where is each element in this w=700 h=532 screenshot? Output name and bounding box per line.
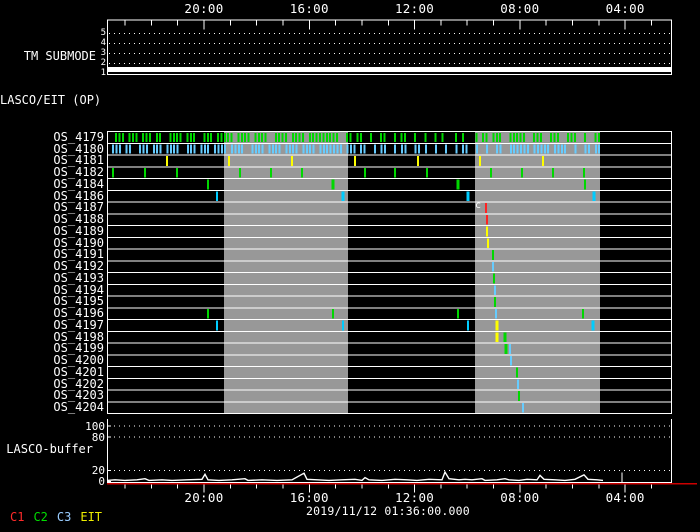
timeline-screen: 20:0016:0012:0008:0004:00 TM SUBMODE 543… [0,0,700,532]
lasco-eit-op-label: LASCO/EIT (OP) [0,94,101,107]
time-label-bottom: 16:00 [279,491,339,505]
tm-submode-ytick: 3 [0,49,106,58]
legend-item-eit: EIT [80,510,102,524]
time-label-top: 20:00 [174,2,234,16]
plot-canvas [0,0,700,532]
buffer-ytick: 100 [0,421,105,432]
buffer-ytick: 80 [0,432,105,443]
legend: C1 C2 C3 EIT [10,510,111,524]
time-label-top: 12:00 [385,2,445,16]
time-label-bottom: 08:00 [490,491,550,505]
time-label-top: 16:00 [279,2,339,16]
time-label-top: 08:00 [490,2,550,16]
cascade-annotation: c [475,201,481,211]
buffer-ytick: 20 [0,465,105,476]
tm-submode-ytick: 2 [0,59,106,68]
date-stamp: 2019/11/12 01:36:00.000 [306,504,470,518]
time-label-bottom: 12:00 [385,491,445,505]
legend-item-c3: C3 [57,510,71,524]
tm-submode-ytick: 1 [0,69,106,78]
tm-submode-ytick: 4 [0,39,106,48]
legend-item-c2: C2 [33,510,47,524]
time-label-bottom: 04:00 [595,491,655,505]
tm-submode-ytick: 5 [0,29,106,38]
os-row-label: OS_4204 [0,402,104,413]
buffer-ytick: 0 [0,476,105,487]
legend-item-c1: C1 [10,510,24,524]
time-label-top: 04:00 [595,2,655,16]
time-label-bottom: 20:00 [174,491,234,505]
lasco-buffer-label: LASCO-buffer [0,443,93,456]
